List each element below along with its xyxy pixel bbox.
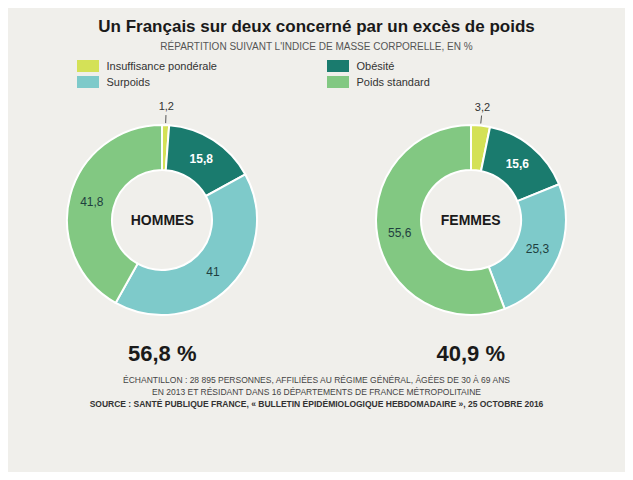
html-text:56,8 %: 56,8 % bbox=[128, 341, 197, 366]
svg-text:55,6: 55,6 bbox=[388, 226, 412, 240]
html-text:ÉCHANTILLON : 28 895 PERSONNES: ÉCHANTILLON : 28 895 PERSONNES, AFFILIÉE… bbox=[123, 375, 510, 385]
html-text:EN 2013 ET RÉSIDANT DANS 16 DÉ: EN 2013 ET RÉSIDANT DANS 16 DÉPARTEMENTS… bbox=[152, 387, 481, 397]
svg-text:25,3: 25,3 bbox=[526, 242, 550, 256]
svg-text:41: 41 bbox=[207, 265, 221, 279]
html-text:Poids standard: Poids standard bbox=[356, 76, 430, 88]
html-text:Un Français sur deux concerné: Un Français sur deux concerné par un exc… bbox=[98, 17, 535, 36]
html-text:SOURCE : SANTÉ PUBLIQUE FRANCE: SOURCE : SANTÉ PUBLIQUE FRANCE, « BULLET… bbox=[89, 399, 544, 409]
html-text:40,9 %: 40,9 % bbox=[436, 341, 505, 366]
html-text:Obésité: Obésité bbox=[356, 60, 395, 72]
svg-text:3,2: 3,2 bbox=[475, 101, 490, 113]
svg-text:41,8: 41,8 bbox=[80, 195, 104, 209]
svg-text:1,2: 1,2 bbox=[159, 100, 174, 112]
html-text:Surpoids: Surpoids bbox=[106, 76, 150, 88]
html-text:FEMMES: FEMMES bbox=[440, 212, 501, 228]
svg-text:15,6: 15,6 bbox=[505, 157, 529, 171]
html-text:HOMMES: HOMMES bbox=[130, 212, 194, 228]
html-text:Insuffisance pondérale: Insuffisance pondérale bbox=[106, 60, 217, 72]
html-text:RÉPARTITION SUIVANT L'INDICE D: RÉPARTITION SUIVANT L'INDICE DE MASSE CO… bbox=[160, 41, 473, 52]
svg-text:15,8: 15,8 bbox=[190, 152, 214, 166]
